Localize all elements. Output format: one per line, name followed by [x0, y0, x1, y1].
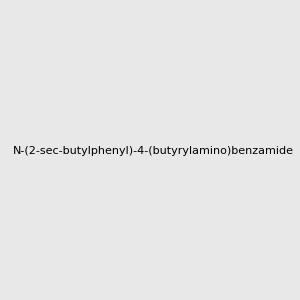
- Text: N-(2-sec-butylphenyl)-4-(butyrylamino)benzamide: N-(2-sec-butylphenyl)-4-(butyrylamino)be…: [13, 146, 294, 157]
